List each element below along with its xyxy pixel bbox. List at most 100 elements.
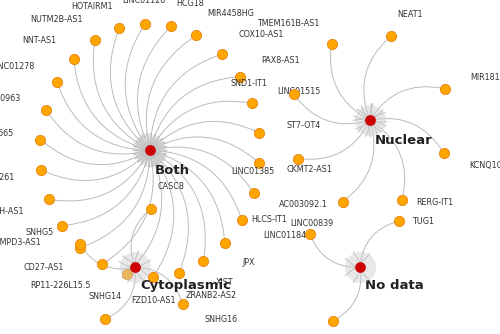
Point	[386, 34, 394, 39]
FancyArrowPatch shape	[81, 246, 132, 278]
FancyArrowPatch shape	[311, 237, 356, 276]
Text: ST7-OT4: ST7-OT4	[286, 121, 320, 130]
Text: THUMPD3-AS1: THUMPD3-AS1	[0, 238, 40, 246]
FancyArrowPatch shape	[139, 37, 194, 147]
Point	[338, 199, 346, 204]
Text: SNHG14: SNHG14	[88, 292, 122, 301]
FancyArrowPatch shape	[122, 211, 148, 264]
FancyArrowPatch shape	[152, 153, 174, 275]
Text: SNHG5: SNHG5	[26, 228, 54, 237]
Point	[200, 259, 207, 264]
Text: IQCH-AS1: IQCH-AS1	[0, 207, 24, 216]
Point	[146, 148, 154, 153]
Text: XIST: XIST	[216, 278, 233, 287]
FancyArrowPatch shape	[336, 271, 370, 320]
Text: NNT-AS1: NNT-AS1	[22, 36, 56, 45]
FancyArrowPatch shape	[345, 124, 382, 200]
FancyArrowPatch shape	[82, 154, 158, 247]
Point	[115, 26, 123, 31]
Point	[131, 265, 139, 270]
Text: RP11-226L15.5: RP11-226L15.5	[30, 281, 91, 290]
Point	[294, 156, 302, 161]
FancyArrowPatch shape	[142, 55, 219, 147]
Text: LINC00261: LINC00261	[0, 173, 14, 182]
Point	[255, 130, 263, 136]
Text: NUTM2B-AS1: NUTM2B-AS1	[30, 15, 82, 24]
Text: Cytoplasmic: Cytoplasmic	[140, 279, 231, 292]
Point	[236, 74, 244, 79]
FancyArrowPatch shape	[153, 136, 258, 161]
Point	[76, 245, 84, 250]
FancyArrowPatch shape	[104, 154, 161, 263]
Point	[250, 190, 258, 196]
Point	[53, 79, 61, 85]
Point	[44, 197, 52, 202]
FancyArrowPatch shape	[42, 141, 147, 165]
FancyArrowPatch shape	[94, 43, 147, 150]
Point	[98, 262, 106, 267]
Point	[91, 38, 99, 43]
Text: CKMT2-AS1: CKMT2-AS1	[286, 165, 333, 174]
FancyArrowPatch shape	[301, 123, 370, 159]
Point	[70, 56, 78, 61]
Text: HOTAIRM1: HOTAIRM1	[71, 2, 112, 11]
Text: ZRANB2-AS2: ZRANB2-AS2	[186, 291, 236, 300]
FancyArrowPatch shape	[136, 28, 170, 147]
Text: MIR4458HG: MIR4458HG	[207, 9, 254, 18]
Point	[356, 265, 364, 270]
Point	[440, 86, 448, 92]
FancyArrowPatch shape	[125, 26, 148, 147]
Point	[394, 218, 402, 224]
Point	[141, 21, 149, 26]
Point	[178, 301, 186, 307]
FancyArrowPatch shape	[110, 31, 148, 148]
Point	[122, 272, 130, 277]
Text: FZD10-AS1: FZD10-AS1	[132, 296, 176, 305]
Point	[398, 197, 406, 202]
Point	[238, 217, 246, 223]
FancyArrowPatch shape	[154, 139, 252, 191]
Point	[366, 118, 374, 123]
Text: LINC00963: LINC00963	[0, 94, 20, 103]
Text: KCNQ1OT1: KCNQ1OT1	[469, 161, 500, 170]
FancyArrowPatch shape	[354, 222, 396, 264]
Point	[329, 318, 337, 324]
Text: HCG18: HCG18	[176, 0, 204, 8]
Point	[290, 92, 298, 97]
Point	[146, 148, 154, 153]
Point	[366, 118, 374, 123]
Point	[149, 275, 157, 280]
FancyArrowPatch shape	[58, 85, 146, 158]
Point	[101, 317, 109, 322]
Point	[36, 137, 44, 142]
FancyArrowPatch shape	[357, 38, 388, 117]
FancyArrowPatch shape	[146, 77, 237, 147]
Point	[175, 270, 183, 276]
Point	[38, 167, 46, 173]
Point	[168, 23, 175, 28]
Text: LINC01515: LINC01515	[277, 87, 320, 96]
Text: TUG1: TUG1	[412, 217, 434, 226]
Text: CD27-AS1: CD27-AS1	[23, 263, 64, 272]
Point	[76, 241, 84, 247]
Point	[248, 101, 256, 106]
FancyArrowPatch shape	[153, 151, 206, 259]
Text: SND1-IT1: SND1-IT1	[230, 79, 268, 88]
Text: JPX: JPX	[242, 258, 254, 267]
Text: AC003092.1: AC003092.1	[279, 200, 328, 209]
Point	[221, 241, 229, 246]
FancyArrowPatch shape	[330, 47, 367, 120]
FancyArrowPatch shape	[48, 112, 146, 162]
Text: PAX8-AS1: PAX8-AS1	[261, 56, 300, 65]
Text: No data: No data	[365, 279, 424, 292]
FancyArrowPatch shape	[108, 271, 144, 318]
Text: LINC01128: LINC01128	[122, 0, 166, 5]
Point	[218, 51, 226, 57]
Point	[440, 151, 448, 156]
Point	[42, 107, 50, 113]
Text: CASC8: CASC8	[158, 182, 184, 191]
Point	[256, 161, 264, 166]
FancyArrowPatch shape	[52, 153, 150, 201]
Point	[192, 33, 200, 38]
Text: LINC00665: LINC00665	[0, 129, 13, 138]
